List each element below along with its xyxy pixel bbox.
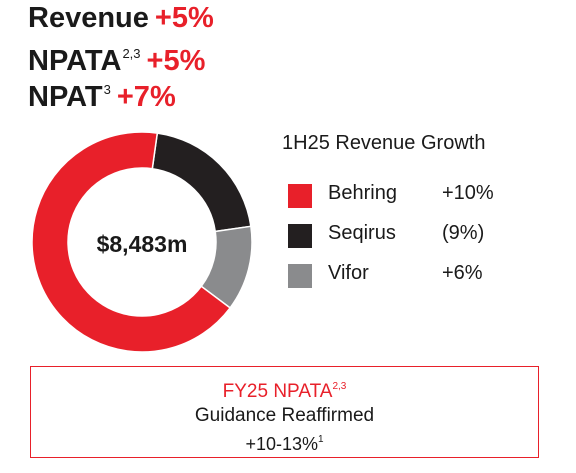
- metric-label: Revenue: [28, 2, 149, 34]
- legend-item-vifor: Vifor +6%: [288, 260, 548, 300]
- legend-growth: +10%: [442, 182, 494, 204]
- metric-footnote: 2,3: [122, 46, 141, 61]
- metric-footnote: 3: [103, 82, 111, 97]
- legend-title: 1H25 Revenue Growth: [282, 132, 486, 154]
- legend-growth: (9%): [442, 222, 485, 244]
- guidance-range: +10-13%1: [31, 428, 538, 456]
- revenue-donut-chart: $8,483m: [31, 131, 253, 353]
- legend-item-behring: Behring +10%: [288, 180, 548, 220]
- guidance-range-footnote: 1: [318, 434, 324, 445]
- metric-label: NPATA: [28, 45, 122, 77]
- metric-value: +7%: [116, 81, 176, 113]
- metric-value: +5%: [154, 2, 214, 34]
- metric-label: NPAT: [28, 81, 103, 113]
- donut-slice-behring: [31, 131, 232, 353]
- legend-label: Vifor: [328, 262, 369, 284]
- metric-revenue: Revenue +5%: [28, 0, 214, 36]
- legend-item-seqirus: Seqirus (9%): [288, 220, 548, 260]
- donut-slice-seqirus: [151, 132, 252, 233]
- guidance-title: FY25 NPATA2,3: [31, 375, 538, 404]
- guidance-title-footnote: 2,3: [332, 381, 347, 392]
- guidance-range-text: +10-13%: [245, 434, 318, 454]
- legend-growth: +6%: [442, 262, 483, 284]
- legend-label: Behring: [328, 182, 397, 204]
- legend-swatch: [288, 184, 312, 208]
- chart-legend: Behring +10% Seqirus (9%) Vifor +6%: [288, 180, 548, 300]
- guidance-box: FY25 NPATA2,3 Guidance Reaffirmed +10-13…: [30, 366, 539, 458]
- legend-swatch: [288, 224, 312, 248]
- legend-label: Seqirus: [328, 222, 396, 244]
- metric-value: +5%: [146, 45, 206, 77]
- metric-npata: NPATA2,3 +5%: [28, 36, 214, 77]
- legend-swatch: [288, 264, 312, 288]
- guidance-subtitle: Guidance Reaffirmed: [194, 405, 375, 426]
- headline-metrics: Revenue +5% NPATA2,3 +5% NPAT3 +7%: [28, 0, 214, 113]
- donut-center-label: $8,483m: [97, 231, 188, 257]
- metric-npat: NPAT3 +7%: [28, 72, 214, 113]
- guidance-title-text: FY25 NPATA: [222, 381, 333, 402]
